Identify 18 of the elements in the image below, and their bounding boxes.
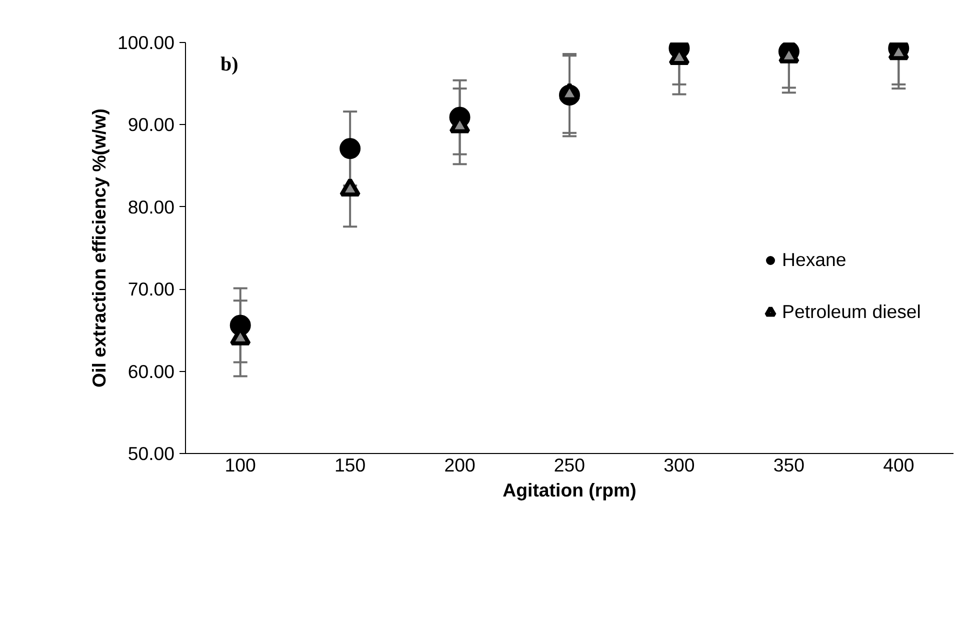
y-tick-label: 90.00 (128, 114, 174, 136)
x-axis-title: Agitation (rpm) (502, 480, 636, 500)
x-tick-label: 200 (444, 454, 476, 476)
y-axis-title: Oil extraction efficiency %(w/w) (88, 108, 110, 388)
x-tick-label: 300 (664, 454, 695, 476)
legend-label: Petroleum diesel (782, 301, 921, 323)
x-tick-label: 100 (224, 454, 256, 476)
annotation: b) (220, 54, 238, 76)
y-tick-label: 100.00 (117, 32, 174, 53)
y-tick-label: 50.00 (128, 443, 174, 464)
x-tick-label: 150 (334, 454, 366, 476)
x-tick-label: 400 (883, 454, 914, 476)
y-tick-label: 70.00 (128, 278, 174, 300)
y-tick-label: 80.00 (128, 196, 174, 218)
x-tick-label: 250 (554, 454, 586, 476)
x-tick-label: 350 (773, 454, 805, 476)
y-tick-label: 60.00 (128, 360, 174, 382)
legend-label: Hexane (782, 249, 848, 271)
